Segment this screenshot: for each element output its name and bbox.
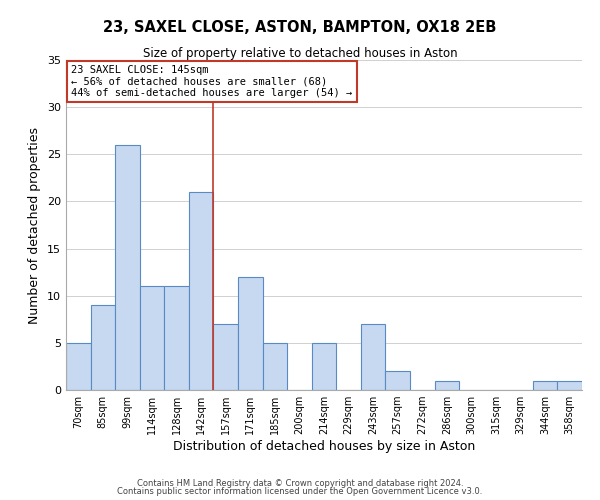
Bar: [238, 277, 263, 390]
Text: 23, SAXEL CLOSE, ASTON, BAMPTON, OX18 2EB: 23, SAXEL CLOSE, ASTON, BAMPTON, OX18 2E…: [103, 20, 497, 35]
Bar: [263, 343, 287, 390]
Bar: [214, 324, 238, 390]
Bar: [164, 286, 189, 390]
Text: Contains public sector information licensed under the Open Government Licence v3: Contains public sector information licen…: [118, 487, 482, 496]
Bar: [140, 286, 164, 390]
Text: Contains HM Land Registry data © Crown copyright and database right 2024.: Contains HM Land Registry data © Crown c…: [137, 478, 463, 488]
Bar: [189, 192, 214, 390]
Text: Size of property relative to detached houses in Aston: Size of property relative to detached ho…: [143, 48, 457, 60]
Bar: [361, 324, 385, 390]
Bar: [312, 343, 336, 390]
Bar: [66, 343, 91, 390]
Bar: [557, 380, 582, 390]
Bar: [91, 305, 115, 390]
Bar: [115, 145, 140, 390]
X-axis label: Distribution of detached houses by size in Aston: Distribution of detached houses by size …: [173, 440, 475, 453]
Y-axis label: Number of detached properties: Number of detached properties: [28, 126, 41, 324]
Bar: [434, 380, 459, 390]
Bar: [385, 371, 410, 390]
Bar: [533, 380, 557, 390]
Text: 23 SAXEL CLOSE: 145sqm
← 56% of detached houses are smaller (68)
44% of semi-det: 23 SAXEL CLOSE: 145sqm ← 56% of detached…: [71, 65, 352, 98]
